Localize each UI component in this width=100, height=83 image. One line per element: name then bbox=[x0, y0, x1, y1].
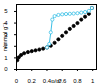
svg-text:1: 1 bbox=[91, 78, 95, 83]
svg-text:0.8: 0.8 bbox=[73, 78, 82, 83]
svg-text:0: 0 bbox=[4, 66, 8, 72]
svg-text:5: 5 bbox=[4, 8, 8, 14]
svg-text:0: 0 bbox=[15, 78, 19, 83]
svg-text:n/mmol g⁻¹: n/mmol g⁻¹ bbox=[2, 23, 8, 52]
svg-text:0.2: 0.2 bbox=[28, 78, 37, 83]
svg-text:1: 1 bbox=[4, 55, 8, 61]
svg-text:p/p°: p/p° bbox=[51, 78, 62, 83]
